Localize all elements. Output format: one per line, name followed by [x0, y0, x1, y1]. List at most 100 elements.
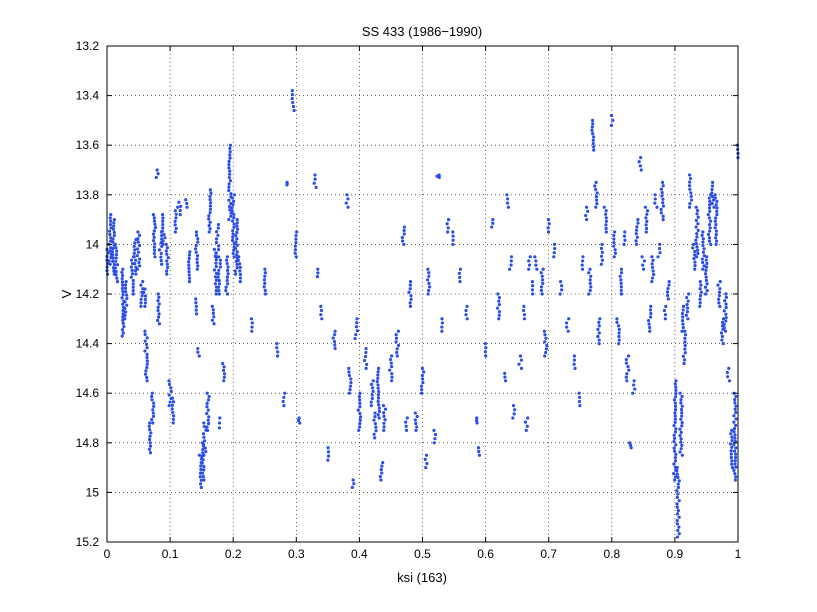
- data-point: [715, 206, 719, 210]
- data-point: [161, 226, 165, 230]
- data-point: [151, 421, 155, 425]
- data-point: [159, 255, 163, 259]
- data-point: [112, 218, 116, 222]
- data-point: [165, 246, 169, 250]
- data-point: [476, 446, 481, 450]
- data-point: [673, 459, 678, 463]
- data-point: [205, 428, 210, 432]
- data-point: [249, 317, 253, 321]
- data-point: [679, 417, 683, 421]
- data-point: [427, 288, 431, 293]
- data-point: [402, 225, 407, 229]
- data-point: [645, 209, 650, 213]
- data-point: [730, 462, 734, 466]
- data-point: [294, 255, 298, 259]
- data-point: [120, 286, 124, 290]
- data-point: [224, 289, 228, 293]
- data-point: [581, 259, 585, 263]
- data-point: [232, 193, 237, 197]
- data-point: [677, 479, 681, 483]
- data-point: [217, 268, 221, 272]
- data-point: [426, 292, 430, 296]
- data-point: [641, 263, 645, 267]
- data-point: [523, 420, 528, 424]
- data-point: [111, 253, 115, 257]
- data-point: [733, 398, 737, 402]
- data-point: [484, 346, 488, 350]
- data-point: [732, 414, 736, 418]
- data-point: [696, 228, 700, 232]
- data-point: [208, 188, 212, 192]
- data-point: [157, 248, 162, 252]
- data-point: [222, 375, 226, 379]
- data-point: [233, 246, 238, 251]
- data-point: [313, 173, 317, 177]
- data-point: [680, 414, 684, 418]
- data-point: [290, 93, 295, 97]
- data-point: [728, 442, 733, 446]
- data-point: [613, 230, 617, 234]
- data-point: [131, 278, 135, 283]
- data-point: [680, 404, 684, 408]
- data-point: [120, 270, 124, 274]
- data-point: [604, 223, 608, 227]
- data-point: [681, 322, 685, 326]
- data-point: [622, 234, 627, 238]
- data-point: [151, 213, 155, 217]
- data-point: [732, 426, 737, 431]
- data-point: [108, 262, 112, 266]
- data-point: [355, 317, 359, 321]
- data-point: [732, 430, 736, 434]
- data-point: [678, 434, 682, 438]
- data-point: [683, 347, 687, 351]
- data-point: [281, 399, 285, 404]
- data-point: [699, 290, 703, 294]
- data-point: [161, 239, 165, 243]
- data-point: [379, 478, 383, 482]
- data-point: [211, 308, 215, 312]
- data-point: [734, 404, 738, 408]
- data-point: [214, 237, 219, 241]
- data-point: [588, 288, 592, 293]
- data-point: [733, 439, 737, 444]
- data-point: [109, 219, 113, 223]
- data-point: [730, 435, 734, 439]
- data-point: [715, 213, 719, 217]
- data-point: [527, 263, 532, 267]
- data-point: [433, 432, 438, 437]
- data-point: [312, 181, 316, 185]
- data-point: [673, 401, 677, 405]
- data-point: [622, 242, 626, 246]
- data-point: [231, 229, 235, 233]
- data-point: [600, 250, 604, 254]
- data-point: [653, 193, 657, 197]
- data-point: [210, 304, 214, 308]
- data-point: [525, 424, 529, 428]
- data-point: [154, 175, 158, 180]
- data-point: [684, 313, 688, 317]
- data-point: [698, 301, 702, 305]
- data-point: [225, 261, 229, 266]
- data-point: [114, 269, 118, 274]
- data-point: [174, 216, 178, 220]
- data-point: [379, 467, 383, 472]
- data-point: [382, 414, 386, 418]
- data-point: [680, 394, 684, 399]
- data-point: [661, 201, 665, 205]
- data-point: [174, 226, 178, 231]
- data-point: [114, 273, 118, 277]
- data-point: [137, 243, 142, 248]
- data-point: [356, 408, 360, 412]
- data-point: [148, 451, 153, 455]
- data-point: [235, 250, 239, 254]
- data-point: [695, 208, 700, 213]
- data-point: [214, 288, 218, 293]
- data-point: [123, 300, 127, 304]
- data-point: [202, 421, 206, 425]
- data-point: [185, 205, 189, 209]
- data-point: [205, 425, 209, 429]
- data-point: [723, 299, 727, 303]
- data-point: [530, 280, 535, 284]
- data-point: [680, 424, 684, 428]
- data-point: [534, 263, 538, 267]
